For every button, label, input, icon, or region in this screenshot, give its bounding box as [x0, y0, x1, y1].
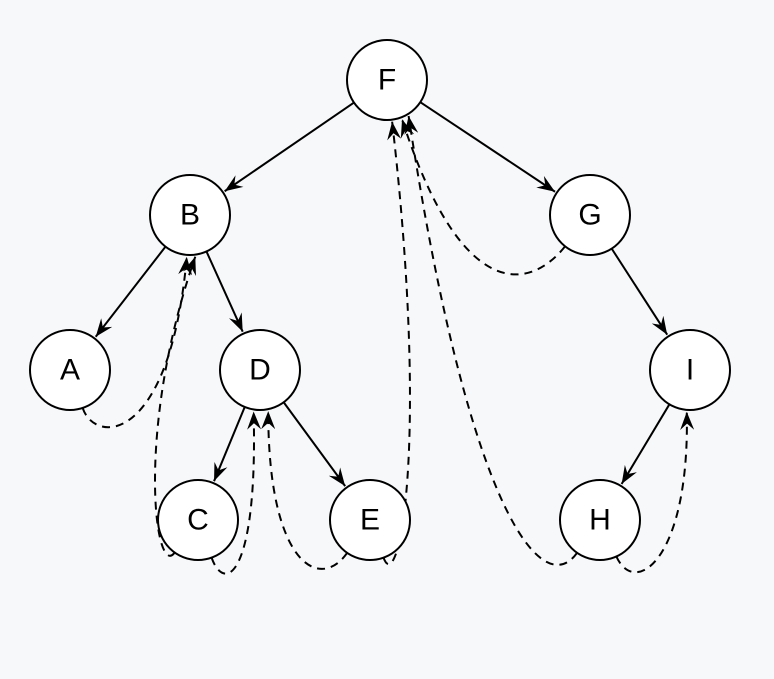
- node-D-label: D: [249, 354, 271, 387]
- node-G: G: [550, 175, 630, 255]
- node-H: H: [560, 480, 640, 560]
- node-B-label: B: [180, 199, 200, 232]
- edge-G-I: [612, 249, 668, 335]
- node-D: D: [220, 330, 300, 410]
- node-G-label: G: [578, 199, 601, 232]
- edge-B-D: [206, 251, 242, 331]
- node-E-label: E: [360, 504, 380, 537]
- thread-G-F: [402, 119, 565, 274]
- edge-D-E: [284, 402, 346, 486]
- node-I: I: [650, 330, 730, 410]
- node-F: F: [347, 40, 427, 120]
- node-E: E: [330, 480, 410, 560]
- node-B: B: [150, 175, 230, 255]
- edge-F-G: [420, 102, 555, 192]
- node-C-label: C: [187, 504, 209, 537]
- diagram-canvas: F B G A D I C E H: [0, 0, 774, 679]
- thread-H-F: [409, 116, 577, 565]
- node-A-label: A: [60, 354, 80, 387]
- node-F-label: F: [378, 64, 396, 97]
- diagram-svg: F B G A D I C E H: [0, 0, 774, 679]
- edge-B-A: [96, 247, 166, 337]
- node-C: C: [158, 480, 238, 560]
- node-A: A: [30, 330, 110, 410]
- edge-I-H: [622, 404, 670, 484]
- nodes: F B G A D I C E H: [30, 40, 730, 560]
- edge-F-B: [225, 103, 354, 192]
- node-I-label: I: [686, 354, 694, 387]
- edge-D-C: [214, 407, 245, 481]
- node-H-label: H: [589, 504, 611, 537]
